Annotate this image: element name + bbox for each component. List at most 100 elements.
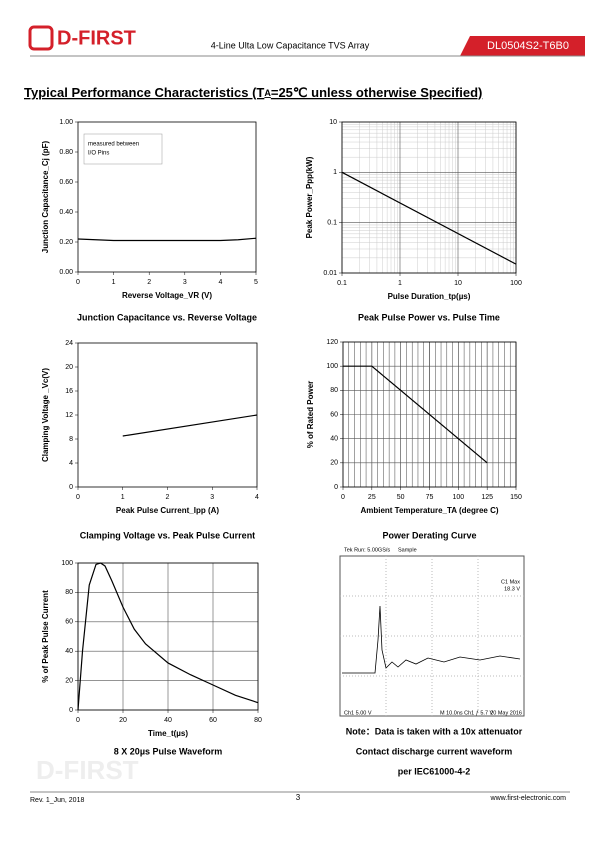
y-tick-label: 0 xyxy=(334,484,338,491)
x-tick-label: 0 xyxy=(76,717,80,724)
x-tick-label: 50 xyxy=(397,494,405,501)
x-tick-label: 5 xyxy=(254,279,258,286)
chart-caption: Peak Pulse Power vs. Pulse Time xyxy=(358,312,500,322)
y-tick-label: 8 xyxy=(69,436,73,443)
y-tick-label: 80 xyxy=(65,589,73,596)
scope-channel: Ch1 5.00 V xyxy=(344,710,372,716)
x-tick-label: 10 xyxy=(454,280,462,287)
y-tick-label: 24 xyxy=(65,340,73,347)
y-tick-label: 0.40 xyxy=(59,209,73,216)
y-tick-label: 0.1 xyxy=(327,220,337,227)
x-tick-label: 150 xyxy=(510,494,522,501)
y-tick-label: 80 xyxy=(330,387,338,394)
x-tick-label: 4 xyxy=(218,279,222,286)
plot-frame xyxy=(341,121,517,274)
scope-run: Tek Run: 5.00GS/s xyxy=(344,547,390,553)
x-tick-label: 1 xyxy=(121,494,125,501)
y-tick-label: 100 xyxy=(61,560,73,567)
y-axis-label: Junction Capacitance_Cj (pF) xyxy=(41,140,50,253)
x-axis-label: Pulse Duration_tp(µs) xyxy=(388,292,471,301)
y-tick-label: 120 xyxy=(326,339,338,346)
x-tick-label: 25 xyxy=(368,494,376,501)
part-badge xyxy=(460,36,585,56)
plot-frame xyxy=(77,121,257,273)
y-tick-label: 20 xyxy=(65,364,73,371)
x-tick-label: 0 xyxy=(76,279,80,286)
x-tick-label: 60 xyxy=(209,717,217,724)
x-tick-label: 2 xyxy=(166,494,170,501)
y-tick-label: 0.60 xyxy=(59,179,73,186)
footer-rev: Rev. 1_Jun, 2018 xyxy=(30,797,84,804)
x-tick-label: 3 xyxy=(183,279,187,286)
x-tick-label: 2 xyxy=(147,279,151,286)
y-tick-label: 0.00 xyxy=(59,269,73,276)
y-axis-label: % of Rated Power xyxy=(306,381,315,449)
y-tick-label: 12 xyxy=(65,412,73,419)
note: Note：Data is taken with a 10x attenuator xyxy=(346,726,523,736)
x-tick-label: 40 xyxy=(164,717,172,724)
y-tick-label: 16 xyxy=(65,388,73,395)
x-tick-label: 4 xyxy=(255,494,259,501)
line xyxy=(77,237,257,242)
chart-caption: Power Derating Curve xyxy=(382,530,476,540)
x-axis-label: Time_t(µs) xyxy=(148,729,188,738)
y-tick-label: 1.00 xyxy=(59,119,73,126)
y-axis-label: Clamping Voltage _Vc(V) xyxy=(41,368,50,462)
chart-caption: Junction Capacitance vs. Reverse Voltage xyxy=(77,312,257,322)
y-tick-label: 20 xyxy=(330,460,338,467)
x-tick-label: 1 xyxy=(398,280,402,287)
y-tick-label: 0 xyxy=(69,484,73,491)
y-axis-label: % of Peak Pulse Current xyxy=(41,590,50,683)
y-tick-label: 10 xyxy=(329,119,337,126)
note: per IEC61000-4-2 xyxy=(398,766,471,776)
x-tick-label: 20 xyxy=(119,717,127,724)
line xyxy=(343,365,488,464)
x-tick-label: 100 xyxy=(452,494,464,501)
y-axis-label: Peak Power_Ppp(kW) xyxy=(305,156,314,238)
plot-frame xyxy=(77,562,259,711)
y-tick-label: 0 xyxy=(69,707,73,714)
note: Contact discharge current waveform xyxy=(356,746,513,756)
y-tick-label: 1 xyxy=(333,169,337,176)
annotation: I/O Pins xyxy=(88,151,109,157)
chart-caption: 8 X 20µs Pulse Waveform xyxy=(114,746,222,756)
y-tick-label: 20 xyxy=(65,677,73,684)
x-tick-label: 125 xyxy=(481,494,493,501)
x-tick-label: 1 xyxy=(112,279,116,286)
scope-mode: Sample xyxy=(398,547,417,553)
line xyxy=(77,562,259,711)
y-tick-label: 40 xyxy=(330,436,338,443)
scope-max: C1 Max xyxy=(501,579,520,585)
y-tick-label: 0.01 xyxy=(323,270,337,277)
x-tick-label: 0 xyxy=(76,494,80,501)
y-tick-label: 100 xyxy=(326,363,338,370)
scope-time: M 10.0ns Ch1 ƒ 5.7 V xyxy=(440,710,494,716)
y-tick-label: 0.80 xyxy=(59,149,73,156)
y-tick-label: 4 xyxy=(69,460,73,467)
annotation-box xyxy=(83,133,163,165)
x-tick-label: 0.1 xyxy=(337,280,347,287)
scope-date: 20 May 2016 xyxy=(490,710,522,716)
watermark: D-FIRST xyxy=(36,755,139,785)
heading: Typical Performance Characteristics (TA=… xyxy=(24,85,482,100)
footer-url: www.first-electronic.com xyxy=(490,795,567,802)
logo: D-FIRST xyxy=(28,25,136,51)
logo-text: D-FIRST xyxy=(57,27,136,49)
x-tick-label: 80 xyxy=(254,717,262,724)
x-tick-label: 3 xyxy=(210,494,214,501)
y-tick-label: 60 xyxy=(330,411,338,418)
y-tick-label: 40 xyxy=(65,648,73,655)
y-tick-label: 60 xyxy=(65,619,73,626)
line xyxy=(341,171,517,265)
x-axis-label: Reverse Voltage_VR (V) xyxy=(122,291,212,300)
x-tick-label: 75 xyxy=(426,494,434,501)
x-tick-label: 100 xyxy=(510,280,522,287)
plot-frame xyxy=(342,341,517,488)
y-tick-label: 0.20 xyxy=(59,239,73,246)
x-axis-label: Ambient Temperature_TA (degree C) xyxy=(360,506,498,515)
footer-page: 3 xyxy=(296,793,301,802)
line xyxy=(122,414,258,437)
scope: Tek Run: 5.00GS/s Sample C1 Max 18.3 V C… xyxy=(339,547,525,717)
scope-max-value: 18.3 V xyxy=(504,586,520,592)
